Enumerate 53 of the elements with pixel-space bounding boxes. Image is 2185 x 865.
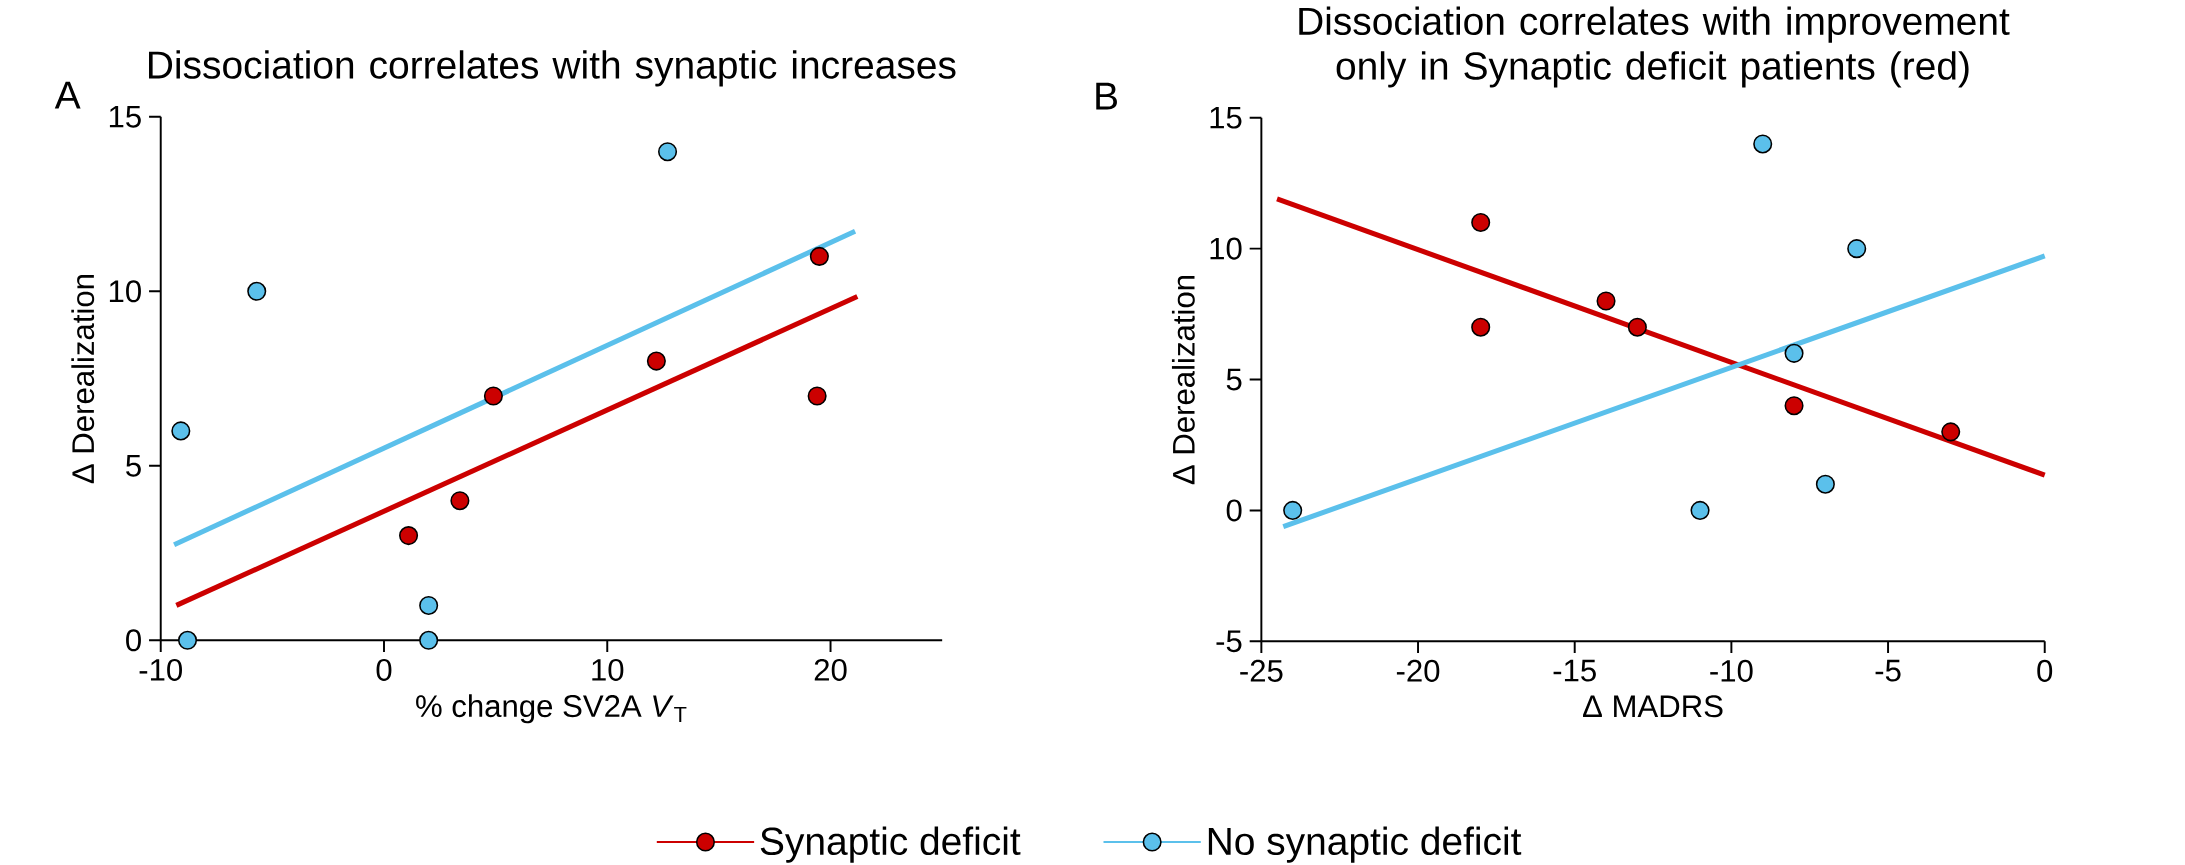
- legend-label: No synaptic deficit: [1208, 826, 1522, 863]
- point: [450, 490, 470, 511]
- point: [1690, 500, 1710, 520]
- point: [483, 386, 503, 406]
- point: [1815, 474, 1835, 494]
- y-axis-title: Δ Derealization: [1171, 275, 1195, 484]
- point: [177, 630, 198, 650]
- point: [807, 386, 827, 406]
- x-tick-label: -5: [1875, 659, 1901, 682]
- x-tick-label: 0: [376, 658, 392, 681]
- y-axis-title: Δ Derealization: [71, 274, 95, 484]
- x-tick-label: 0: [2037, 659, 2053, 682]
- x-tick-label: 20: [814, 658, 847, 681]
- point: [1847, 238, 1867, 258]
- y-tick-label: 5: [126, 454, 141, 477]
- point: [1627, 317, 1647, 337]
- point: [809, 246, 829, 266]
- point: [247, 281, 267, 301]
- point: [419, 595, 439, 615]
- legend-label: Synaptic deficit: [760, 826, 1021, 863]
- x-tick-label: -15: [1553, 659, 1596, 682]
- chart-title: Dissociation correlates with synaptic increases: [149, 50, 956, 87]
- y-tick-label: 10: [109, 280, 141, 303]
- y-tick-label: 0: [126, 629, 141, 652]
- y-tick-label: 15: [1210, 106, 1242, 129]
- x-axis-title: Δ MADRS: [1583, 695, 1723, 718]
- point: [1784, 395, 1804, 416]
- text: B: [1096, 82, 1117, 110]
- y-tick-label: 0: [1226, 499, 1242, 522]
- point: [171, 421, 191, 441]
- chart-title: Dissociation correlates with improvement only in Synaptic deficit patients (red): [1299, 6, 2010, 88]
- point: [419, 630, 439, 650]
- point: [1471, 212, 1491, 232]
- point: [1471, 317, 1491, 337]
- x-tick-label: -25: [1240, 659, 1283, 682]
- point: [646, 351, 666, 371]
- y-tick-label: 15: [109, 105, 141, 128]
- point: [658, 141, 678, 162]
- x-axis-title: % change SV2A V$_{T}$: [416, 694, 687, 724]
- x-tick-label: -20: [1396, 659, 1440, 682]
- point: [1283, 500, 1303, 520]
- x-tick-label: -10: [139, 658, 182, 681]
- point: [399, 525, 419, 545]
- point: [1753, 134, 1773, 154]
- point: [1596, 291, 1616, 311]
- text: A: [54, 81, 81, 109]
- point: [1941, 422, 1961, 442]
- y-tick-label: 5: [1226, 368, 1242, 391]
- x-tick-label: 10: [592, 658, 624, 681]
- y-tick-label: 10: [1210, 237, 1242, 260]
- point: [1784, 343, 1804, 363]
- x-tick-label: -10: [1710, 659, 1753, 682]
- y-tick-label: -5: [1216, 630, 1242, 652]
